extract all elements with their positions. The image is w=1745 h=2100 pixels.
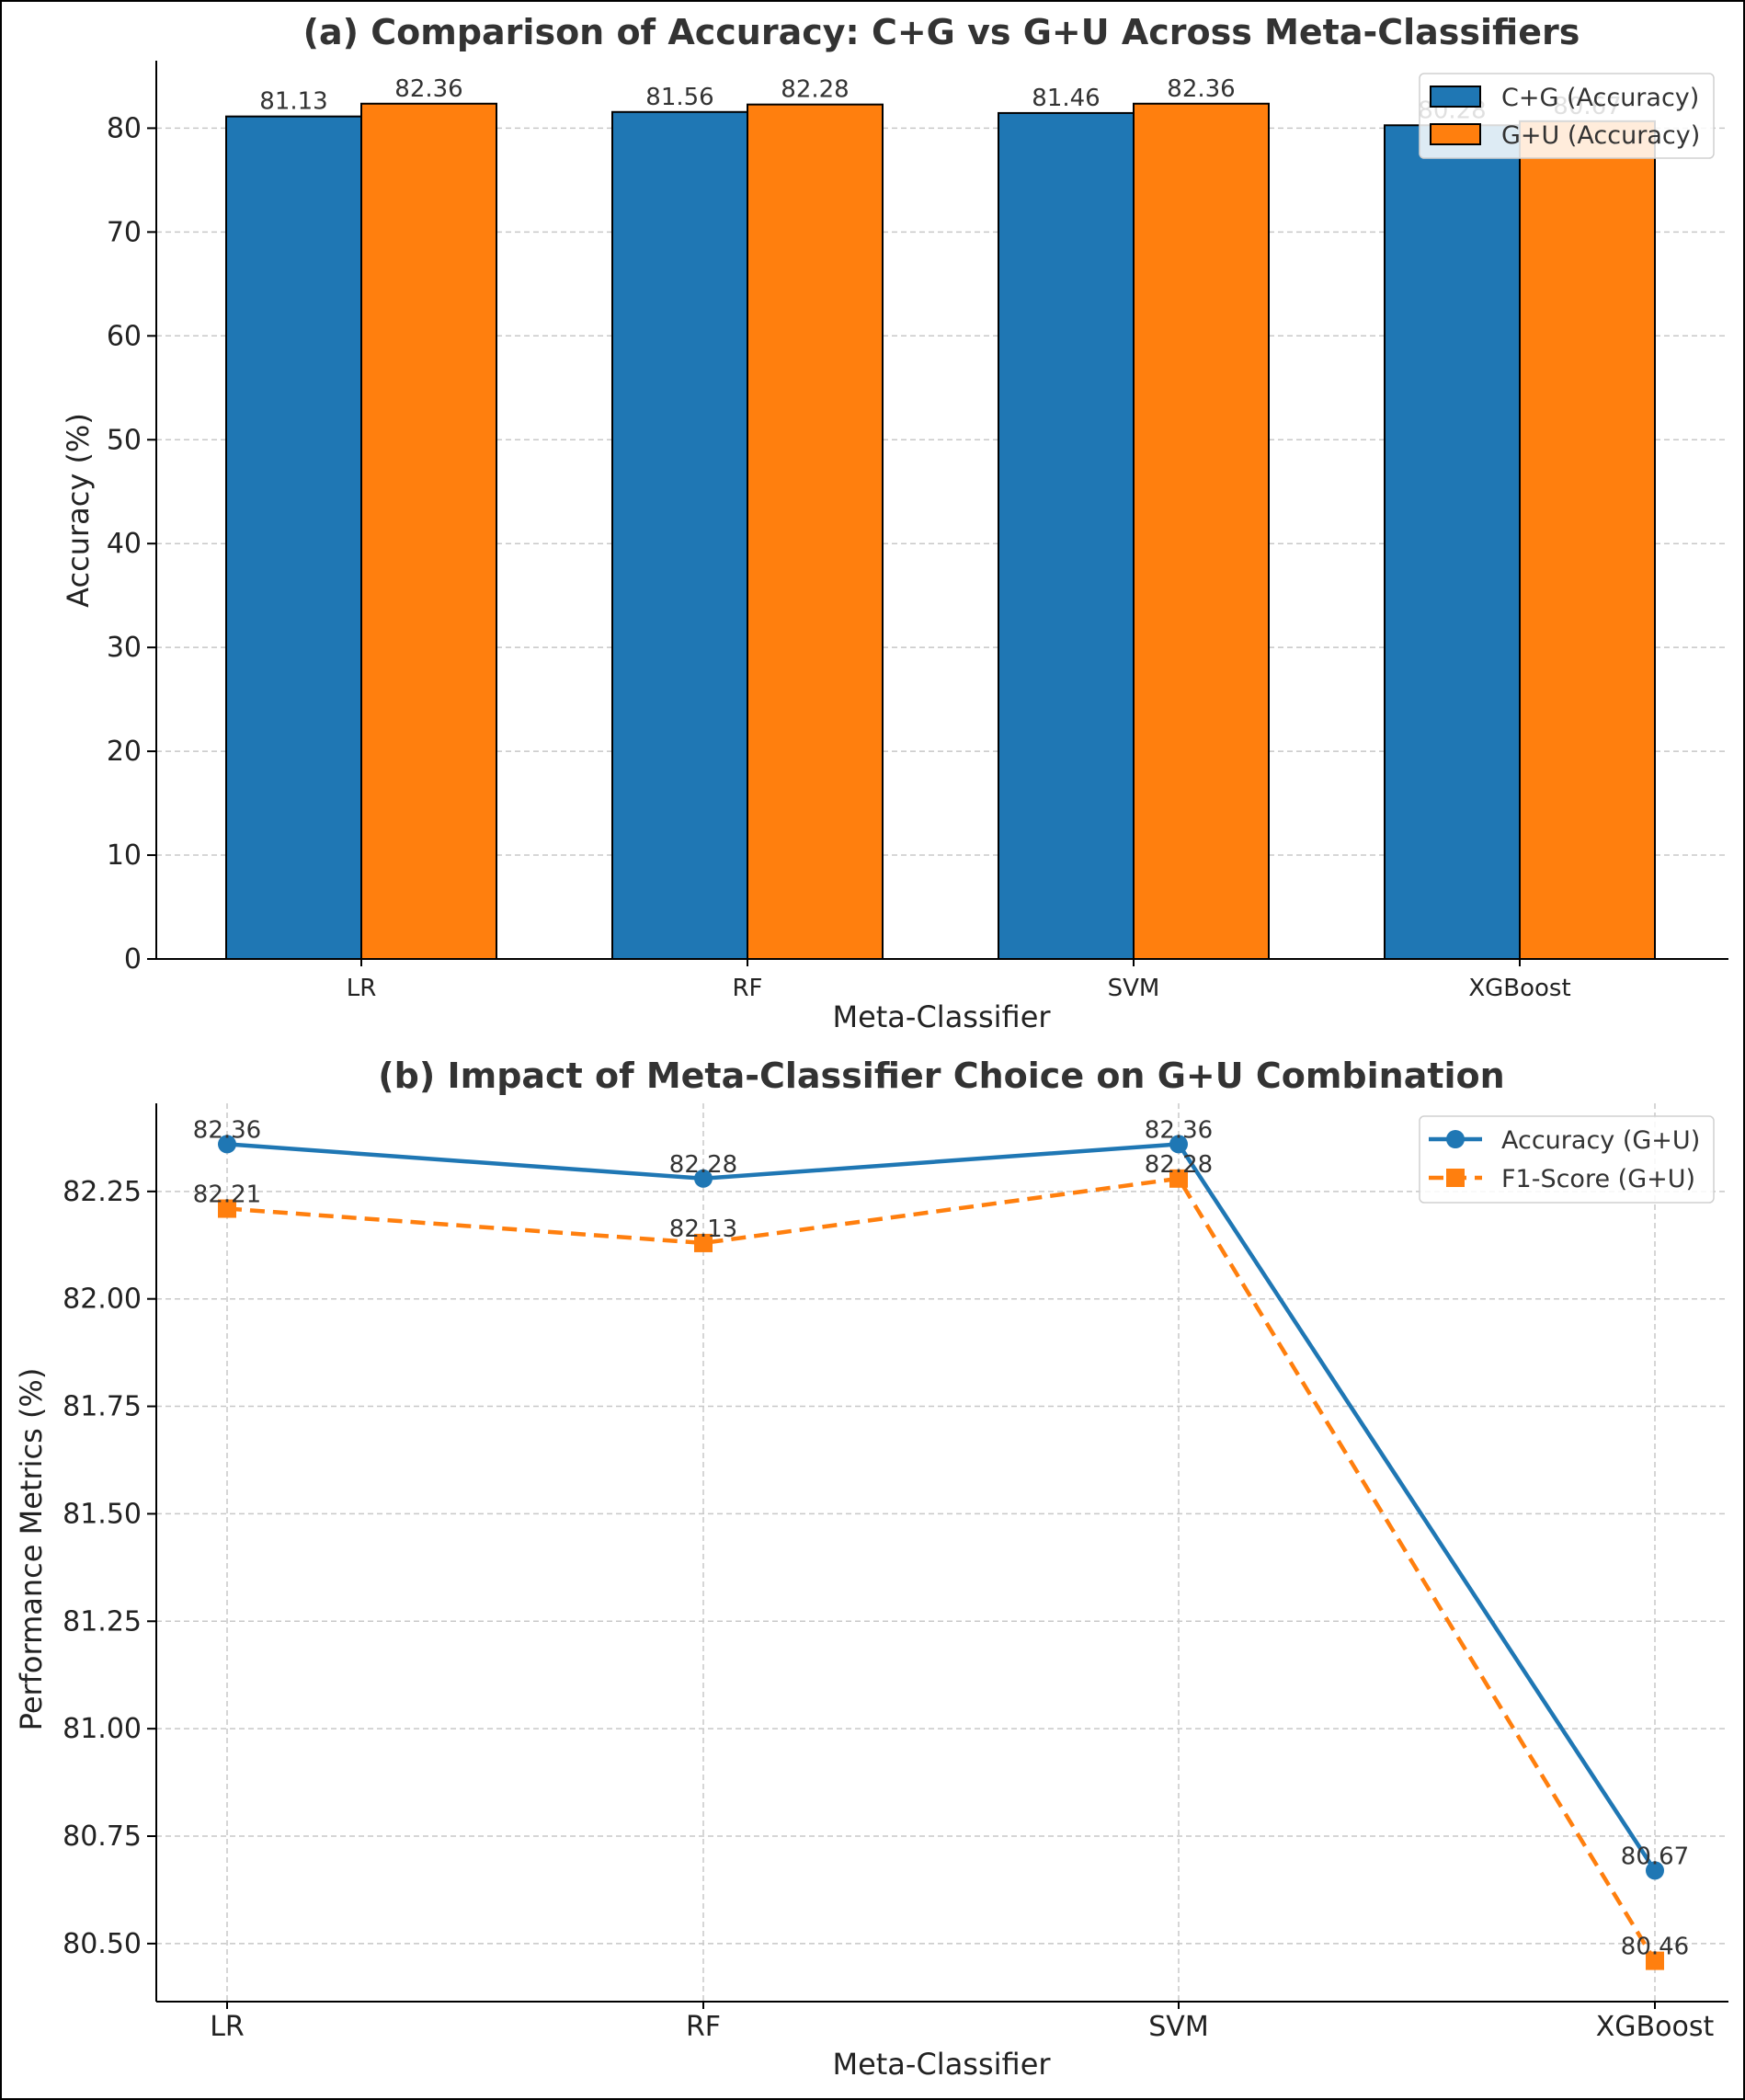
chart-b-point bbox=[694, 1169, 713, 1188]
chart-b-legend-label: F1-Score (G+U) bbox=[1501, 1165, 1695, 1193]
chart-b-x-tick-label: SVM bbox=[1148, 2011, 1208, 2043]
line-chart-performance: (b) Impact of Meta-Classifier Choice on … bbox=[14, 1056, 1728, 2082]
chart-a-axes: 0 10 20 30 40 50 60 70 80 LR RF SVM XGBoost bbox=[107, 61, 1728, 1002]
chart-a-title: (a) Comparison of Accuracy: C+G vs G+U A… bbox=[303, 12, 1580, 52]
chart-a-legend: C+G (Accuracy) G+U (Accuracy) bbox=[1419, 73, 1715, 159]
chart-b-data-label: 82.21 bbox=[193, 1181, 261, 1209]
chart-b-x-tick-label: XGBoost bbox=[1596, 2011, 1715, 2043]
chart-a-bar bbox=[611, 110, 748, 960]
chart-a-bar bbox=[225, 115, 362, 960]
chart-b-legend: Accuracy (G+U) F1-Score (G+U) bbox=[1419, 1115, 1715, 1204]
chart-a-legend-box bbox=[1419, 73, 1715, 159]
chart-a-data-label: 82.36 bbox=[394, 75, 462, 103]
chart-b-y-tick-label: 81.50 bbox=[63, 1498, 142, 1530]
chart-a-y-tick-label: 20 bbox=[107, 736, 142, 768]
chart-b-point bbox=[1646, 1861, 1664, 1880]
chart-b-point bbox=[694, 1233, 713, 1252]
chart-b-point bbox=[1169, 1169, 1188, 1188]
chart-a-bar bbox=[1384, 124, 1521, 960]
chart-b-data-label: 82.36 bbox=[1145, 1116, 1213, 1144]
chart-b-data-label: 80.67 bbox=[1621, 1843, 1689, 1870]
chart-a-y-tick-label: 50 bbox=[107, 424, 142, 456]
chart-b-data-label: 82.28 bbox=[669, 1151, 737, 1179]
chart-b-legend-marker bbox=[1446, 1130, 1465, 1148]
chart-a-bar bbox=[747, 103, 884, 960]
bar-chart-accuracy: (a) Comparison of Accuracy: C+G vs G+U A… bbox=[61, 12, 1728, 1034]
chart-b-series-line bbox=[226, 1142, 1657, 1872]
chart-b-data-label: 82.13 bbox=[669, 1215, 737, 1243]
chart-b-data-label: 82.28 bbox=[1145, 1151, 1213, 1179]
chart-a-data-label: 81.56 bbox=[645, 84, 713, 111]
chart-a-y-tick-label: 80 bbox=[107, 112, 142, 144]
chart-b-point bbox=[1169, 1135, 1188, 1154]
chart-b-y-tick-label: 81.75 bbox=[63, 1391, 142, 1423]
chart-b-y-tick-label: 82.25 bbox=[63, 1176, 142, 1208]
chart-b-legend-label: Accuracy (G+U) bbox=[1501, 1126, 1700, 1155]
chart-a-x-tick-label: LR bbox=[347, 975, 377, 1002]
chart-a-legend-label: C+G (Accuracy) bbox=[1501, 84, 1699, 112]
chart-b-legend-marker bbox=[1446, 1169, 1465, 1187]
chart-a-data-label: 82.28 bbox=[781, 76, 849, 104]
chart-a-y-tick-label: 0 bbox=[124, 943, 142, 976]
chart-a-x-tick-label: XGBoost bbox=[1468, 975, 1570, 1002]
chart-b-y-tick-label: 80.75 bbox=[63, 1820, 142, 1853]
chart-a-x-axis-label: Meta-Classifier bbox=[832, 999, 1051, 1034]
chart-b-x-tick-label: LR bbox=[210, 2011, 245, 2043]
chart-b-series-line bbox=[226, 1176, 1657, 1962]
chart-a-x-tick-label: RF bbox=[732, 975, 762, 1002]
chart-a-legend-label: G+U (Accuracy) bbox=[1501, 121, 1700, 150]
chart-a-y-tick-label: 30 bbox=[107, 632, 142, 664]
chart-a-y-tick-label: 60 bbox=[107, 320, 142, 352]
chart-a-bar bbox=[1519, 120, 1656, 960]
chart-a-bar bbox=[1133, 102, 1270, 961]
chart-a-bar bbox=[360, 102, 497, 961]
chart-b-y-tick-label: 80.50 bbox=[63, 1928, 142, 1960]
chart-b-gridlines bbox=[156, 1103, 1728, 2002]
chart-b-point bbox=[1646, 1951, 1664, 1970]
chart-b-series: 82.36 82.28 82.36 80.67 82.21 82.13 82.28 80.46 bbox=[193, 1116, 1689, 1970]
chart-b-data-label: 82.36 bbox=[193, 1116, 261, 1144]
chart-a-legend-swatch bbox=[1430, 86, 1481, 108]
chart-b-point bbox=[218, 1135, 236, 1154]
chart-b-y-tick-label: 81.25 bbox=[63, 1605, 142, 1638]
chart-a-data-label: 82.36 bbox=[1167, 75, 1235, 103]
chart-b-y-tick-label: 82.00 bbox=[63, 1284, 142, 1316]
chart-a-x-tick-label: SVM bbox=[1108, 975, 1160, 1002]
chart-a-y-tick-label: 40 bbox=[107, 528, 142, 560]
chart-b-data-label: 80.46 bbox=[1621, 1934, 1689, 1961]
chart-a-y-tick-label: 10 bbox=[107, 839, 142, 872]
chart-b-y-axis-label: Performance Metrics (%) bbox=[14, 1368, 49, 1731]
chart-b-x-axis-label: Meta-Classifier bbox=[832, 2047, 1051, 2082]
chart-a-data-label: 81.46 bbox=[1032, 85, 1100, 112]
chart-a-data-label: 81.13 bbox=[259, 88, 327, 116]
chart-a-bar bbox=[998, 111, 1135, 960]
chart-b-axes: 80.50 80.75 81.00 81.25 81.50 81.75 82.00 82.25… bbox=[63, 1103, 1728, 2043]
chart-a-y-axis-label: Accuracy (%) bbox=[61, 413, 96, 608]
chart-b-point bbox=[218, 1199, 236, 1218]
chart-a-legend-swatch bbox=[1430, 123, 1481, 145]
chart-a-y-tick-label: 70 bbox=[107, 216, 142, 248]
chart-b-legend-box bbox=[1419, 1115, 1715, 1204]
chart-b-x-tick-label: RF bbox=[686, 2011, 721, 2043]
chart-b-title: (b) Impact of Meta-Classifier Choice on … bbox=[378, 1056, 1504, 1096]
chart-b-y-tick-label: 81.00 bbox=[63, 1713, 142, 1745]
